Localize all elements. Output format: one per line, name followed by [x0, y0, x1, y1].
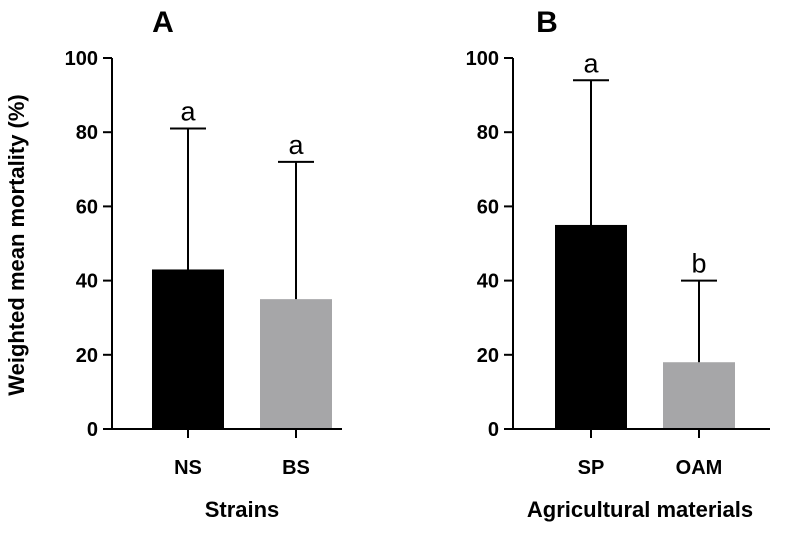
panel-a-bar-bs [260, 299, 332, 429]
panel-b: B Agricultural materials a SP b OAM 0 20 40 60 8… [466, 6, 770, 522]
panel-a-x-axis-title: Strains [205, 497, 280, 522]
panel-b-significance-oam: b [691, 249, 706, 279]
panel-a-y-tick-label-80: 80 [76, 122, 98, 144]
panel-b-y-tick-label-100: 100 [466, 48, 499, 70]
panel-a-category-label-bs: BS [282, 457, 310, 479]
panel-b-y-tick-label-60: 60 [477, 196, 499, 218]
panel-a-category-label-ns: NS [174, 457, 202, 479]
panel-b-category-label-sp: SP [578, 457, 605, 479]
panel-a: A Strains a NS a BS 0 20 40 60 80 100 [65, 6, 342, 522]
panel-b-category-label-oam: OAM [676, 457, 723, 479]
panel-a-y-tick-label-0: 0 [87, 419, 98, 441]
panel-b-y-tick-label-20: 20 [477, 345, 499, 367]
panel-a-significance-bs: a [288, 130, 304, 160]
panel-b-bar-oam [663, 362, 735, 429]
panel-b-y-tick-label-80: 80 [477, 122, 499, 144]
panel-a-y-tick-label-100: 100 [65, 48, 98, 70]
y-axis-title: Weighted mean mortality (%) [4, 94, 29, 396]
panel-b-y-tick-label-0: 0 [488, 419, 499, 441]
panel-a-y-tick-label-60: 60 [76, 196, 98, 218]
panel-b-x-axis-title: Agricultural materials [527, 497, 753, 522]
panel-b-letter: B [536, 6, 558, 39]
panel-b-significance-sp: a [583, 48, 599, 78]
panel-b-bar-sp [555, 224, 627, 429]
panel-b-y-tick-label-40: 40 [477, 271, 499, 293]
panel-a-bar-ns [152, 269, 224, 429]
panel-a-y-tick-label-20: 20 [76, 345, 98, 367]
panel-a-y-tick-label-40: 40 [76, 271, 98, 293]
panel-a-significance-ns: a [180, 96, 196, 126]
panel-a-letter: A [152, 6, 174, 39]
